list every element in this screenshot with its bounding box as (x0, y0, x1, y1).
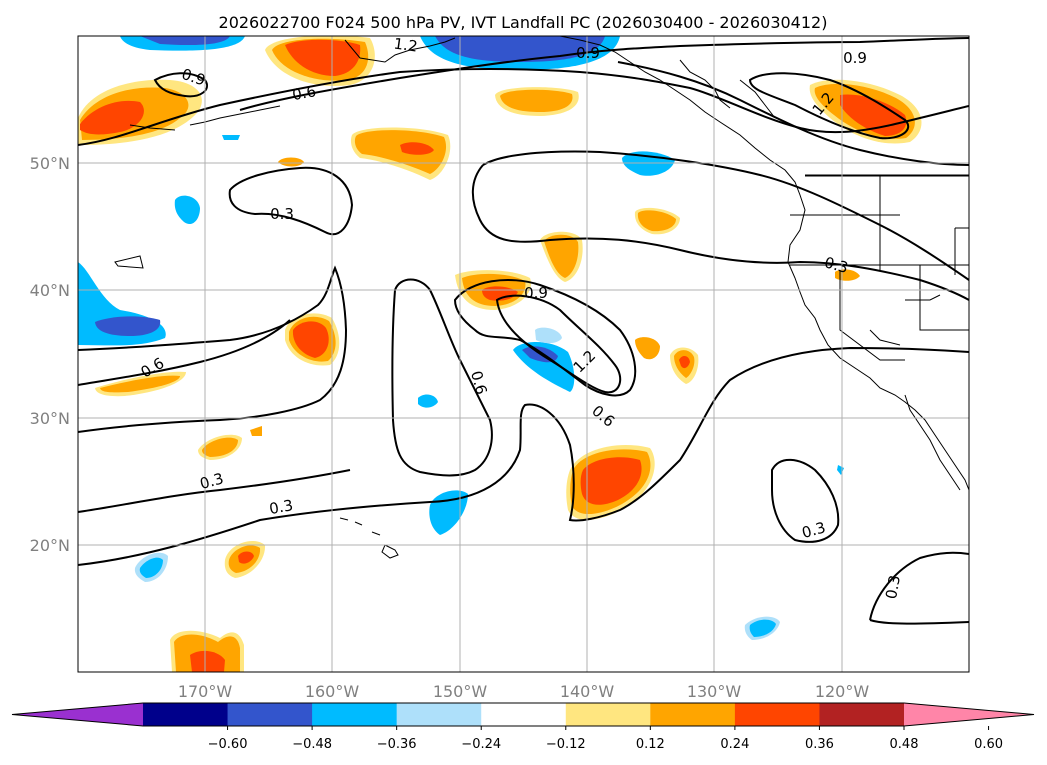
negative-anomaly-patch (174, 195, 200, 225)
lon-label: 140°W (560, 682, 615, 701)
positive-anomaly-patch (250, 426, 262, 436)
colorbar-segment (819, 703, 905, 726)
latitude-labels: 50°N 40°N 30°N 20°N (30, 154, 70, 555)
positive-anomaly-patch (580, 457, 642, 505)
positive-anomaly-patch (637, 210, 676, 232)
contour-label: 0.6 (291, 82, 318, 104)
negative-anomaly-patch (222, 135, 240, 140)
positive-anomaly-patch (80, 100, 144, 135)
colorbar-extend-low (12, 703, 143, 726)
positive-anomaly-patch (278, 157, 304, 167)
pc-shading (78, 36, 922, 672)
lon-label: 150°W (433, 682, 488, 701)
contour-label: 0.6 (467, 369, 491, 397)
contour-label: 0.3 (198, 469, 226, 493)
colorbar-tick-label: 0.36 (805, 737, 834, 752)
lon-label: 130°W (687, 682, 742, 701)
colorbar-segment (312, 703, 398, 726)
positive-anomaly-patch (400, 142, 434, 155)
colorbar: −0.60 −0.48 −0.36 −0.24 −0.12 0.12 0.24 0.36 0.4… (11, 702, 1035, 752)
contour-label: 1.2 (393, 34, 419, 55)
lon-label: 120°W (815, 682, 870, 701)
colorbar-segment (481, 703, 567, 726)
graticule (78, 36, 969, 672)
colorbar-tick-label: −0.60 (208, 737, 248, 752)
positive-anomaly-patch (500, 89, 573, 112)
negative-anomaly-patch (95, 316, 161, 336)
positive-anomaly-patch (544, 234, 579, 278)
colorbar-tick-label: 0.24 (720, 737, 749, 752)
positive-anomaly-patch (679, 356, 690, 369)
contour-label: 0.3 (270, 205, 294, 223)
colorbar-tick-label: 0.48 (890, 737, 919, 752)
contour-label: 0.3 (882, 574, 904, 601)
map-frame (77, 35, 970, 673)
positive-anomaly-patch (202, 437, 238, 457)
contour-label: 0.9 (576, 44, 600, 62)
coastlines (114, 36, 969, 559)
colorbar-tick-label: 0.60 (974, 737, 1003, 752)
map-content: 0.9 1.2 0.9 0.9 0.6 1.2 0.3 0.3 0.9 1.2 … (78, 34, 969, 672)
colorbar-segment (143, 703, 229, 726)
colorbar-outline (11, 702, 1035, 727)
negative-anomaly-patch (140, 36, 230, 46)
colorbar-tick-label: −0.12 (546, 737, 586, 752)
positive-anomaly-patch (190, 650, 225, 672)
lon-label: 160°W (305, 682, 360, 701)
lat-label: 20°N (30, 536, 70, 555)
longitude-labels: 170°W 160°W 150°W 140°W 130°W 120°W (178, 682, 870, 701)
colorbar-segment (227, 703, 313, 726)
contour-label: 0.9 (843, 49, 867, 67)
map-panel: 0.9 1.2 0.9 0.9 0.6 1.2 0.3 0.3 0.9 1.2 … (77, 34, 970, 673)
contour-label: 0.3 (800, 518, 828, 542)
positive-anomaly-patch (100, 375, 180, 393)
colorbar-segment (734, 703, 820, 726)
colorbar-tick-label: −0.24 (461, 737, 501, 752)
negative-anomaly-patch (535, 327, 562, 344)
lon-label: 170°W (178, 682, 233, 701)
colorbar-segment (396, 703, 482, 726)
positive-anomaly-patch (635, 337, 660, 360)
negative-anomaly-patch (139, 557, 163, 578)
lat-label: 50°N (30, 154, 70, 173)
contour-label: 0.9 (524, 284, 548, 302)
positive-anomaly-patch (238, 551, 254, 564)
contour-label: 0.3 (268, 496, 295, 518)
figure-title: 2026022700 F024 500 hPa PV, IVT Landfall… (219, 13, 828, 32)
positive-anomaly-patch (292, 321, 329, 358)
positive-anomaly-patch (285, 39, 361, 76)
colorbar-tick-label: 0.12 (636, 737, 665, 752)
colorbar-segment (565, 703, 651, 726)
positive-anomaly-patch (835, 269, 860, 281)
lat-label: 30°N (30, 409, 70, 428)
colorbar-tick-label: −0.36 (377, 737, 417, 752)
negative-anomaly-patch (749, 619, 776, 637)
contour-label: 0.3 (822, 253, 850, 277)
negative-anomaly-patch (418, 394, 438, 408)
colorbar-extend-high (904, 703, 1034, 726)
colorbar-segment (650, 703, 736, 726)
colorbar-tick-label: −0.48 (292, 737, 332, 752)
lat-label: 40°N (30, 281, 70, 300)
